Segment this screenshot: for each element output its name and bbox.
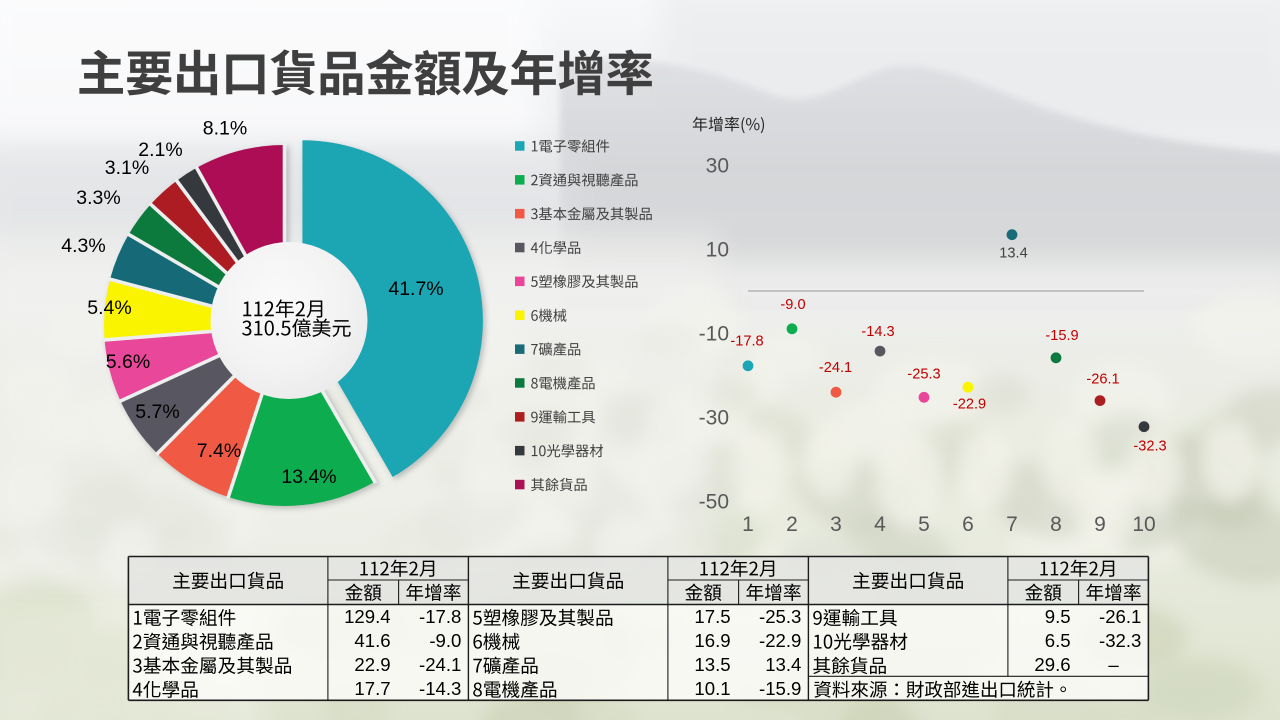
svg-text:-26.1: -26.1 — [1099, 606, 1141, 627]
svg-text:6.5: 6.5 — [1045, 630, 1071, 651]
svg-text:-50: -50 — [699, 491, 729, 514]
svg-text:-22.9: -22.9 — [759, 630, 801, 651]
svg-text:-25.3: -25.3 — [759, 606, 801, 627]
svg-text:9.5: 9.5 — [1045, 606, 1071, 627]
svg-text:-15.9: -15.9 — [759, 678, 801, 699]
svg-text:5.4%: 5.4% — [87, 297, 131, 319]
svg-text:9: 9 — [1094, 513, 1106, 536]
svg-text:-17.8: -17.8 — [730, 334, 763, 350]
svg-text:41.6: 41.6 — [354, 630, 390, 651]
svg-text:–: – — [1108, 654, 1119, 675]
svg-text:-10: -10 — [699, 323, 729, 346]
svg-text:17.7: 17.7 — [354, 678, 390, 699]
svg-text:-32.3: -32.3 — [1133, 439, 1166, 455]
svg-text:-24.1: -24.1 — [419, 654, 461, 675]
svg-text:-26.1: -26.1 — [1086, 372, 1119, 388]
svg-text:8: 8 — [1050, 513, 1062, 536]
svg-text:29.6: 29.6 — [1034, 654, 1070, 675]
svg-text:-9.0: -9.0 — [429, 630, 461, 651]
svg-text:-15.9: -15.9 — [1045, 328, 1078, 344]
svg-text:2: 2 — [786, 513, 798, 536]
svg-text:10.1: 10.1 — [694, 678, 730, 699]
svg-text:3: 3 — [830, 513, 842, 536]
svg-text:7.4%: 7.4% — [197, 440, 241, 462]
svg-text:16.9: 16.9 — [694, 630, 730, 651]
svg-text:5.6%: 5.6% — [106, 351, 150, 373]
svg-text:-9.0: -9.0 — [780, 297, 805, 313]
svg-text:6: 6 — [962, 513, 974, 536]
svg-text:3.3%: 3.3% — [76, 187, 120, 209]
svg-text:13.5: 13.5 — [694, 654, 730, 675]
svg-text:5: 5 — [918, 513, 930, 536]
svg-text:-32.3: -32.3 — [1099, 630, 1141, 651]
svg-text:-17.8: -17.8 — [419, 606, 461, 627]
svg-text:17.5: 17.5 — [694, 606, 730, 627]
svg-text:10: 10 — [706, 239, 729, 262]
svg-text:13.4%: 13.4% — [281, 466, 336, 488]
svg-text:3.1%: 3.1% — [105, 157, 149, 179]
svg-text:4.3%: 4.3% — [61, 235, 105, 257]
svg-text:129.4: 129.4 — [344, 606, 391, 627]
svg-text:-14.3: -14.3 — [419, 678, 461, 699]
svg-text:1: 1 — [742, 513, 754, 536]
svg-text:41.7%: 41.7% — [388, 278, 443, 300]
svg-text:30: 30 — [706, 155, 729, 178]
svg-text:4: 4 — [874, 513, 886, 536]
svg-text:7: 7 — [1006, 513, 1018, 536]
svg-text:10: 10 — [1132, 513, 1155, 536]
svg-text:-24.1: -24.1 — [819, 360, 852, 376]
svg-text:-25.3: -25.3 — [907, 367, 940, 383]
svg-text:2.1%: 2.1% — [138, 139, 182, 161]
svg-text:13.4: 13.4 — [765, 654, 801, 675]
svg-text:13.4: 13.4 — [999, 246, 1027, 262]
svg-text:5.7%: 5.7% — [135, 401, 179, 423]
svg-text:22.9: 22.9 — [354, 654, 390, 675]
svg-text:-14.3: -14.3 — [861, 324, 894, 340]
svg-text:8.1%: 8.1% — [203, 118, 247, 140]
svg-text:-30: -30 — [699, 407, 729, 430]
svg-text:-22.9: -22.9 — [953, 396, 986, 412]
